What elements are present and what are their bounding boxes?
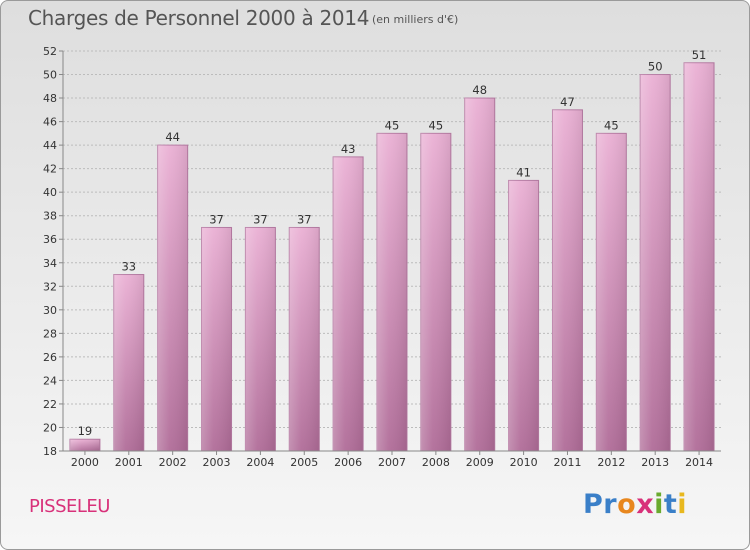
data-label: 37 — [253, 212, 268, 226]
x-tick-label: 2014 — [685, 456, 713, 469]
y-tick-label: 44 — [43, 139, 57, 152]
logo-letter: P — [583, 489, 604, 520]
data-label: 44 — [165, 130, 180, 144]
x-tick-label: 2010 — [510, 456, 538, 469]
data-label: 33 — [121, 260, 136, 274]
y-tick-label: 38 — [43, 210, 57, 223]
x-tick-label: 2013 — [641, 456, 669, 469]
bar-shine — [69, 439, 100, 451]
y-tick-label: 22 — [43, 398, 57, 411]
bar-shine — [113, 274, 144, 451]
bar-shine — [420, 133, 451, 451]
y-tick-label: 46 — [43, 116, 57, 129]
commune-name: PISSELEU — [29, 496, 110, 517]
x-tick-label: 2000 — [71, 456, 99, 469]
bar-shine — [684, 62, 715, 451]
bar-shine — [201, 227, 232, 451]
bar-shine — [377, 133, 407, 451]
y-tick-label: 20 — [43, 421, 57, 434]
data-label: 19 — [78, 424, 93, 438]
y-tick-label: 48 — [43, 92, 57, 105]
x-tick-label: 2006 — [334, 456, 362, 469]
chart-subtitle: (en milliers d'€) — [372, 13, 459, 26]
y-tick-label: 36 — [43, 233, 57, 246]
logo-letter: x — [636, 489, 655, 520]
y-tick-label: 30 — [43, 304, 57, 317]
bar-shine — [552, 109, 583, 451]
x-tick-label: 2011 — [553, 456, 581, 469]
data-label: 50 — [648, 60, 663, 74]
data-label: 51 — [692, 48, 707, 62]
y-tick-label: 26 — [43, 351, 57, 364]
x-tick-label: 2004 — [246, 456, 274, 469]
x-tick-label: 2008 — [422, 456, 450, 469]
data-label: 47 — [560, 95, 575, 109]
y-tick-label: 50 — [43, 69, 57, 82]
y-tick-label: 24 — [43, 374, 57, 387]
bar-shine — [333, 156, 364, 451]
data-label: 45 — [429, 118, 444, 132]
x-tick-label: 2001 — [115, 456, 143, 469]
logo-letter: i — [677, 489, 688, 520]
y-tick-label: 52 — [43, 45, 57, 58]
x-tick-label: 2003 — [203, 456, 231, 469]
proxiti-logo: Proxiti — [583, 489, 687, 520]
data-label: 45 — [385, 118, 400, 132]
bar-shine — [289, 227, 320, 451]
x-tick-label: 2012 — [597, 456, 625, 469]
data-label: 43 — [341, 142, 356, 156]
bar-shine — [640, 74, 671, 451]
data-label: 48 — [472, 83, 487, 97]
x-tick-label: 2002 — [159, 456, 187, 469]
x-tick-label: 2005 — [290, 456, 318, 469]
y-tick-label: 42 — [43, 163, 57, 176]
y-tick-label: 34 — [43, 257, 57, 270]
bar-shine — [245, 227, 276, 451]
logo-letter: i — [654, 489, 664, 520]
bar-shine — [508, 180, 539, 452]
bar-shine — [464, 98, 495, 451]
x-tick-label: 2007 — [378, 456, 406, 469]
data-label: 37 — [209, 212, 224, 226]
logo-letter: r — [603, 489, 618, 520]
bar-shine — [596, 133, 627, 451]
logo-letter: o — [617, 489, 637, 520]
data-label: 37 — [297, 212, 312, 226]
chart-title: Charges de Personnel 2000 à 2014 — [28, 6, 370, 30]
x-tick-label: 2009 — [466, 456, 494, 469]
data-label: 45 — [604, 118, 619, 132]
data-label: 41 — [516, 165, 531, 179]
bar-shine — [157, 145, 188, 451]
y-tick-label: 40 — [43, 186, 57, 199]
y-tick-label: 32 — [43, 280, 57, 293]
logo-letter: t — [663, 489, 678, 520]
y-tick-label: 28 — [43, 327, 57, 340]
y-tick-label: 18 — [43, 445, 57, 458]
